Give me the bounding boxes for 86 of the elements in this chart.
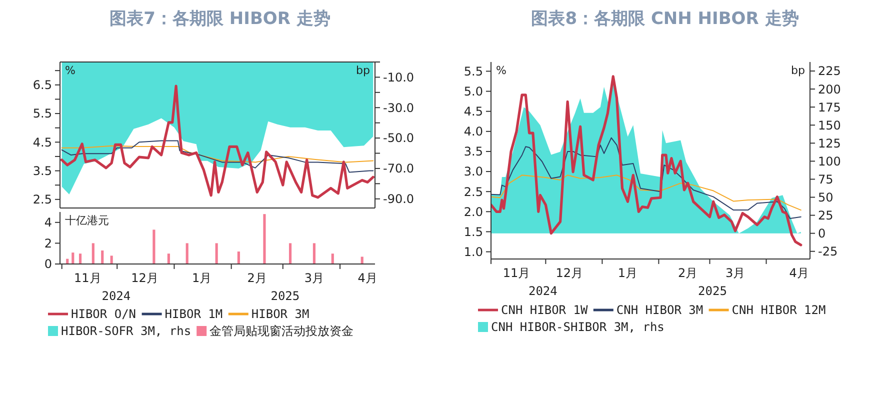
y-tick-label: 5.5 <box>464 64 483 78</box>
text: 2025 <box>270 289 300 303</box>
y2-tick-label: -50.0 <box>383 131 414 146</box>
y-tick-label: 3.5 <box>464 144 483 159</box>
bar <box>92 243 94 264</box>
x-tick-label: 3月 <box>725 266 746 280</box>
bar <box>215 243 218 264</box>
y-tick-label: 1.0 <box>464 244 483 259</box>
legend-label: HIBOR 3M <box>251 307 310 322</box>
text: 2024 <box>528 284 558 298</box>
y-tick-label: 2 <box>44 236 52 250</box>
y2-tick-label: 100 <box>818 154 841 168</box>
y-tick-label: 1.5 <box>464 224 483 239</box>
y2-tick-label: 50 <box>818 190 834 204</box>
text: 2025 <box>698 284 727 298</box>
y2-tick-label: -90.0 <box>383 192 414 206</box>
y2-tick-label: -10.0 <box>383 70 414 84</box>
line-series <box>60 84 374 199</box>
x-tick-label: 12月 <box>131 271 158 285</box>
bar <box>72 252 74 264</box>
bar <box>110 256 113 264</box>
y-axis-title: 十亿港元 <box>65 214 109 227</box>
x-tick-label: 11月 <box>502 266 530 280</box>
y-tick-label: 5.0 <box>464 84 483 98</box>
y-axis-title: % <box>496 64 506 77</box>
bar <box>152 230 156 264</box>
bar <box>263 214 266 264</box>
y2-tick-label: -70.0 <box>383 162 414 176</box>
y-tick-label: 2.5 <box>464 184 483 199</box>
x-tick-label: 11月 <box>74 271 102 285</box>
y-tick-label: 4.0 <box>464 124 483 139</box>
y2-tick-label: 75 <box>818 172 834 186</box>
legend-label: CNH HIBOR 3M <box>616 303 704 318</box>
y-tick-label: 2.0 <box>464 204 483 219</box>
legend-label: CNH HIBOR 12M <box>732 303 826 318</box>
legend-label: CNH HIBOR 1W <box>501 303 588 318</box>
legend-label: HIBOR-SOFR 3M, rhs <box>61 324 192 338</box>
y2-tick-label: 0 <box>818 226 826 241</box>
line-series <box>491 174 802 211</box>
y2-tick-label: 150 <box>818 118 841 132</box>
bar <box>331 254 334 264</box>
line-series <box>61 145 374 163</box>
bar <box>312 243 316 264</box>
y2-axis-title: bp <box>791 64 806 77</box>
y2-tick-label: 125 <box>818 136 841 150</box>
text: 2024 <box>102 289 131 303</box>
bar <box>237 252 240 264</box>
bar <box>186 243 188 264</box>
y2-tick-label: -25 <box>818 244 838 259</box>
chart-title: 图表7：各期限 HIBOR 走势 <box>110 9 330 29</box>
y-tick-label: 3.0 <box>464 164 483 179</box>
y-tick-label: 4 <box>44 216 52 230</box>
legend-label: 金管局贴现窗活动投放资金 <box>210 324 354 338</box>
x-tick-label: 4月 <box>358 271 378 285</box>
x-tick-label: 12月 <box>556 266 584 280</box>
x-tick-label: 2月 <box>678 266 698 280</box>
y-tick-label: 4.5 <box>32 135 52 150</box>
y-tick-label: 6.5 <box>32 78 52 92</box>
y2-axis-title: bp <box>356 64 370 77</box>
bar <box>167 254 170 264</box>
legend-label: HIBOR 1M <box>164 307 223 322</box>
legend-label: CNH HIBOR-SHIBOR 3M, rhs <box>491 320 664 334</box>
x-tick-label: 3月 <box>304 271 324 285</box>
line-series <box>491 137 802 219</box>
bar <box>101 250 104 264</box>
y-tick-label: 0 <box>44 257 52 272</box>
chart-title: 图表8：各期限 CNH HIBOR 走势 <box>531 9 799 29</box>
y-tick-label: 4.5 <box>464 104 483 119</box>
y-tick-label: 5.5 <box>32 106 52 121</box>
y-axis-title: % <box>65 64 76 77</box>
y-tick-label: 2.5 <box>32 192 52 207</box>
x-tick-label: 4月 <box>789 266 809 280</box>
y-tick-label: 3.5 <box>32 164 52 178</box>
bar <box>288 243 292 264</box>
x-tick-label: 2月 <box>247 271 267 285</box>
legend-label: HIBOR O/N <box>71 307 136 322</box>
x-tick-label: 1月 <box>192 271 212 285</box>
x-tick-label: 1月 <box>618 266 638 280</box>
bar <box>78 254 82 264</box>
y2-tick-label: 25 <box>818 208 834 222</box>
y2-tick-label: 200 <box>818 82 841 96</box>
bar <box>360 256 364 264</box>
y2-tick-label: 175 <box>818 100 841 114</box>
line-series <box>61 140 374 173</box>
y2-tick-label: -30.0 <box>383 100 414 115</box>
y2-tick-label: 225 <box>818 64 841 78</box>
